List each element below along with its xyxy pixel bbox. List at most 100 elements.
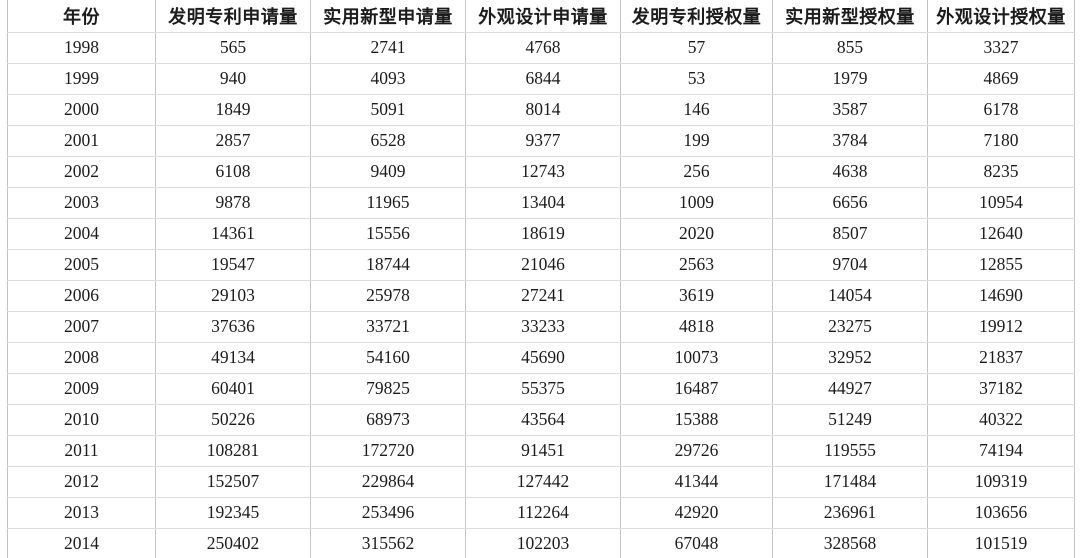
table-cell: 45690 <box>465 341 621 374</box>
table-cell: 1849 <box>155 93 311 126</box>
table-cell: 12743 <box>465 155 621 188</box>
table-cell: 19547 <box>155 248 311 281</box>
table-cell: 172720 <box>310 434 466 467</box>
table-row: 2004 14361 15556 18619 2020 8507 12640 <box>7 217 1075 250</box>
table-cell: 37636 <box>155 310 311 343</box>
table-cell: 6656 <box>772 186 928 219</box>
table-row: 2006 29103 25978 27241 3619 14054 14690 <box>7 279 1075 312</box>
table-row: 2014 250402 315562 102203 67048 328568 101519 <box>7 527 1075 558</box>
header-cell: 实用新型申请量 <box>310 0 466 33</box>
table-cell: 127442 <box>465 465 621 498</box>
table-row: 2003 9878 11965 13404 1009 6656 10954 <box>7 186 1075 219</box>
table-cell: 6844 <box>465 62 621 95</box>
table-cell: 9704 <box>772 248 928 281</box>
table-row: 2007 37636 33721 33233 4818 23275 19912 <box>7 310 1075 343</box>
table-cell: 4869 <box>927 62 1075 95</box>
table-cell: 1998 <box>7 31 156 64</box>
table-cell: 60401 <box>155 372 311 405</box>
table-cell: 32952 <box>772 341 928 374</box>
table-cell: 19912 <box>927 310 1075 343</box>
table-cell: 29726 <box>620 434 773 467</box>
table-cell: 229864 <box>310 465 466 498</box>
header-cell: 实用新型授权量 <box>772 0 928 33</box>
table-cell: 2011 <box>7 434 156 467</box>
table-cell: 42920 <box>620 496 773 529</box>
table-cell: 91451 <box>465 434 621 467</box>
table-cell: 25978 <box>310 279 466 312</box>
table-row: 2009 60401 79825 55375 16487 44927 37182 <box>7 372 1075 405</box>
table-cell: 16487 <box>620 372 773 405</box>
table-cell: 112264 <box>465 496 621 529</box>
table-cell: 2006 <box>7 279 156 312</box>
table-row: 2001 2857 6528 9377 199 3784 7180 <box>7 124 1075 157</box>
table-cell: 2857 <box>155 124 311 157</box>
table-cell: 41344 <box>620 465 773 498</box>
table-cell: 119555 <box>772 434 928 467</box>
table-row: 2010 50226 68973 43564 15388 51249 40322 <box>7 403 1075 436</box>
table-cell: 12855 <box>927 248 1075 281</box>
table-cell: 15556 <box>310 217 466 250</box>
table-cell: 3587 <box>772 93 928 126</box>
table-cell: 2000 <box>7 93 156 126</box>
table-cell: 74194 <box>927 434 1075 467</box>
table-cell: 3619 <box>620 279 773 312</box>
table-cell: 21046 <box>465 248 621 281</box>
table-cell: 250402 <box>155 527 311 558</box>
table-cell: 4768 <box>465 31 621 64</box>
table-cell: 2005 <box>7 248 156 281</box>
table-cell: 21837 <box>927 341 1075 374</box>
table-cell: 253496 <box>310 496 466 529</box>
table-cell: 2741 <box>310 31 466 64</box>
table-cell: 5091 <box>310 93 466 126</box>
table-cell: 57 <box>620 31 773 64</box>
header-cell: 年份 <box>7 0 156 33</box>
table-cell: 102203 <box>465 527 621 558</box>
table-cell: 236961 <box>772 496 928 529</box>
table-cell: 328568 <box>772 527 928 558</box>
table-cell: 14361 <box>155 217 311 250</box>
table-cell: 315562 <box>310 527 466 558</box>
table-cell: 2012 <box>7 465 156 498</box>
table-cell: 101519 <box>927 527 1075 558</box>
table-cell: 1999 <box>7 62 156 95</box>
table-cell: 49134 <box>155 341 311 374</box>
table-cell: 4818 <box>620 310 773 343</box>
table-cell: 55375 <box>465 372 621 405</box>
table-cell: 108281 <box>155 434 311 467</box>
table-cell: 7180 <box>927 124 1075 157</box>
table-cell: 2008 <box>7 341 156 374</box>
table-cell: 13404 <box>465 186 621 219</box>
table-cell: 2007 <box>7 310 156 343</box>
table-cell: 11965 <box>310 186 466 219</box>
table-cell: 146 <box>620 93 773 126</box>
table-cell: 2003 <box>7 186 156 219</box>
table-cell: 8507 <box>772 217 928 250</box>
table-cell: 103656 <box>927 496 1075 529</box>
header-cell: 发明专利申请量 <box>155 0 311 33</box>
table-cell: 2001 <box>7 124 156 157</box>
table-cell: 9878 <box>155 186 311 219</box>
table-row: 1999 940 4093 6844 53 1979 4869 <box>7 62 1075 95</box>
table-cell: 1979 <box>772 62 928 95</box>
table-cell: 2014 <box>7 527 156 558</box>
table-cell: 40322 <box>927 403 1075 436</box>
table-cell: 10073 <box>620 341 773 374</box>
header-cell: 发明专利授权量 <box>620 0 773 33</box>
table-cell: 43564 <box>465 403 621 436</box>
patent-statistics-table: 年份 发明专利申请量 实用新型申请量 外观设计申请量 发明专利授权量 实用新型授权量 外观设… <box>7 0 1075 558</box>
table-cell: 940 <box>155 62 311 95</box>
table-cell: 2002 <box>7 155 156 188</box>
table-cell: 171484 <box>772 465 928 498</box>
table-cell: 9377 <box>465 124 621 157</box>
table-cell: 27241 <box>465 279 621 312</box>
table-cell: 565 <box>155 31 311 64</box>
table-cell: 6178 <box>927 93 1075 126</box>
table-row: 2008 49134 54160 45690 10073 32952 21837 <box>7 341 1075 374</box>
table-body: 1998 565 2741 4768 57 855 3327 1999 940 4093 6844 5… <box>7 31 1075 558</box>
table-row: 2012 152507 229864 127442 41344 171484 109319 <box>7 465 1075 498</box>
table-cell: 4638 <box>772 155 928 188</box>
table-cell: 51249 <box>772 403 928 436</box>
table-cell: 68973 <box>310 403 466 436</box>
table-row: 2000 1849 5091 8014 146 3587 6178 <box>7 93 1075 126</box>
